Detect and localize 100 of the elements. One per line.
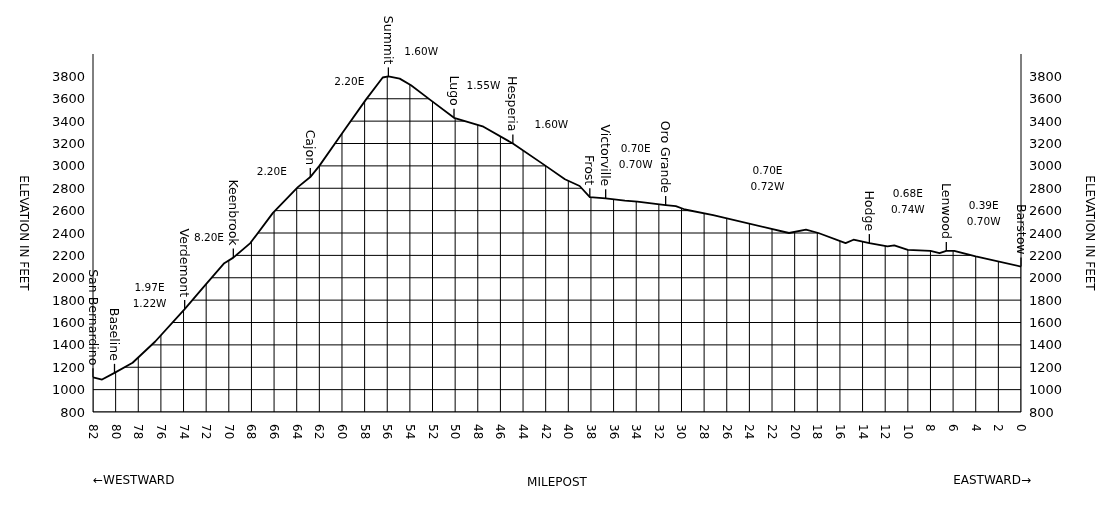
y2-tick-label: 3000 [1029, 158, 1063, 174]
x-tick-label: 24 [742, 424, 757, 440]
annotation: Baseline [107, 307, 122, 362]
text: ←WESTWARD [93, 473, 175, 487]
x-tick-label: 4 [968, 424, 983, 432]
x-tick-label: 46 [493, 424, 508, 440]
x-tick-label: 26 [719, 424, 734, 440]
y-tick-label: 3400 [51, 113, 85, 129]
y-tick-label: 800 [60, 404, 85, 420]
annotation: Summit [380, 15, 396, 65]
annotation: 0.70E 0.72W [750, 164, 785, 193]
annotation: 1.60W [404, 45, 439, 58]
x-tick-label: 68 [244, 424, 259, 440]
annotation: Hodge [861, 190, 877, 232]
y-tick-label: 2800 [51, 180, 85, 196]
y2-tick-label: 2200 [1029, 247, 1063, 263]
annotation: 2.20E [334, 74, 365, 87]
annotation: Cajon [302, 129, 318, 166]
x-axis-title: MILEPOST [527, 475, 588, 489]
y2-tick-label: 1600 [1029, 315, 1063, 331]
y2-tick-label: 1000 [1029, 382, 1063, 398]
annotation: 1.55W [466, 78, 501, 91]
y-tick-label: 3200 [51, 136, 85, 152]
x-tick-label: 28 [697, 424, 712, 440]
y2-tick-label: 1400 [1029, 337, 1063, 353]
y2-tick-label: 3200 [1029, 136, 1063, 152]
y2-tick-label: 2400 [1029, 225, 1063, 241]
y2-axis-title: ELEVATION IN FEET [1083, 175, 1097, 292]
x-tick-label: 6 [946, 424, 961, 432]
y-tick-label: 3000 [51, 158, 85, 174]
x-tick-label: 60 [334, 424, 349, 440]
x-tick-label: 34 [629, 424, 644, 440]
annotation: San Bernardino [85, 269, 101, 366]
x-tick-label: 56 [380, 424, 395, 440]
annotation: Oro Grande [658, 120, 674, 194]
x-tick-label: 48 [470, 424, 485, 440]
x-tick-label: 58 [357, 424, 372, 440]
x-tick-label: 22 [765, 424, 780, 440]
y2-tick-label: 3800 [1029, 68, 1063, 84]
y-tick-label: 1200 [51, 359, 85, 375]
x-tick-label: 8 [923, 424, 938, 432]
y2-tick-label: 3400 [1029, 113, 1063, 129]
y-tick-label: 3600 [51, 91, 85, 107]
x-tick-label: 38 [583, 424, 598, 440]
y-tick-label: 1000 [51, 382, 85, 398]
annotation: 1.60W [534, 118, 569, 131]
x-tick-label: 12 [878, 424, 893, 440]
x-tick-label: 20 [787, 424, 802, 440]
x-tick-label: 0 [1014, 424, 1028, 432]
y-tick-label: 1800 [51, 292, 85, 308]
x-tick-label: 36 [606, 424, 621, 440]
x-tick-label: 82 [86, 424, 100, 440]
annotation: Victorville [598, 124, 614, 187]
annotation: 1.97E 1.22W [132, 280, 168, 309]
annotation: 0.39E 0.70W [966, 198, 1002, 227]
y-tick-label: 2600 [51, 203, 85, 219]
x-tick-label: 70 [221, 424, 236, 440]
annotation: Lenwood [938, 183, 954, 239]
text: EASTWARD→ [953, 473, 1031, 487]
x-tick-label: 50 [448, 424, 463, 440]
x-tick-label: 14 [855, 424, 870, 440]
x-tick-label: 30 [674, 424, 689, 440]
x-tick-label: 80 [108, 424, 123, 440]
x-tick-label: 10 [900, 424, 915, 440]
x-tick-label: 40 [561, 424, 576, 440]
x-tick-label: 44 [516, 424, 531, 440]
x-tick-label: 64 [289, 424, 304, 440]
y2-tick-label: 2600 [1029, 203, 1063, 219]
annotation: 8.20E [193, 231, 225, 244]
x-tick-label: 62 [312, 424, 327, 440]
annotation: Verdemont [177, 228, 193, 298]
annotation: Barstow [1013, 203, 1029, 255]
y2-tick-label: 1200 [1029, 359, 1063, 375]
x-tick-label: 72 [199, 424, 214, 440]
y2-tick-label: 2000 [1029, 270, 1063, 286]
annotation: Keenbrook [225, 179, 241, 247]
x-tick-label: 42 [538, 424, 553, 440]
annotation: 0.68E 0.74W [890, 186, 926, 215]
x-tick-label: 2 [991, 424, 1006, 432]
x-tick-label: 66 [267, 424, 282, 440]
x-tick-label: 32 [651, 424, 666, 440]
x-tick-label: 16 [832, 424, 847, 440]
y2-tick-label: 1800 [1029, 292, 1063, 308]
y-tick-label: 1400 [51, 337, 85, 353]
x-tick-label: 18 [810, 424, 825, 440]
x-tick-label: 74 [176, 424, 191, 440]
y-axis-title: ELEVATION IN FEET [17, 175, 31, 292]
y2-tick-label: 2800 [1029, 180, 1063, 196]
x-tick-label: 54 [402, 424, 417, 440]
y-tick-label: 3800 [51, 68, 85, 84]
y2-tick-label: 800 [1029, 404, 1054, 420]
y-tick-label: 2200 [51, 247, 85, 263]
x-tick-label: 52 [425, 424, 440, 440]
y-tick-label: 2000 [51, 270, 85, 286]
x-tick-label: 78 [131, 424, 146, 440]
annotation: 0.70E 0.70W [618, 141, 654, 170]
y-tick-label: 2400 [51, 225, 85, 241]
y2-tick-label: 3600 [1029, 91, 1063, 107]
annotation: Frost [582, 154, 598, 186]
y-tick-label: 1600 [51, 315, 85, 331]
